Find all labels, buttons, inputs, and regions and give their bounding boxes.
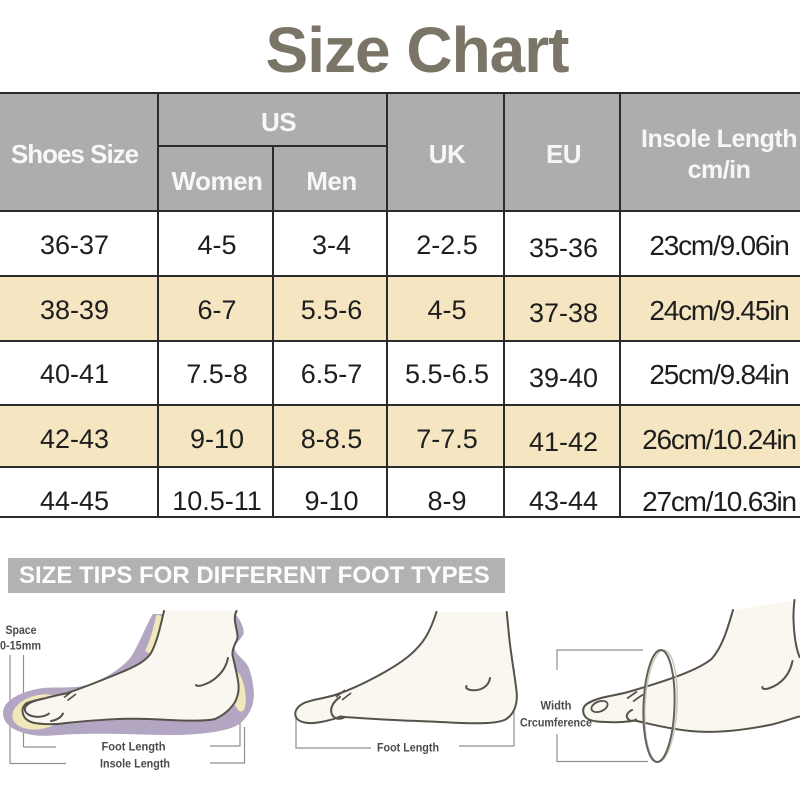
svg-text:Foot Length: Foot Length [377, 741, 439, 755]
svg-text:Crcumference: Crcumference [520, 716, 592, 730]
svg-text:Space: Space [6, 623, 37, 637]
svg-text:Insole Length: Insole Length [100, 757, 170, 771]
svg-text:0-15mm: 0-15mm [0, 639, 41, 653]
svg-text:Width: Width [541, 699, 572, 713]
svg-text:Foot Length: Foot Length [102, 740, 166, 754]
